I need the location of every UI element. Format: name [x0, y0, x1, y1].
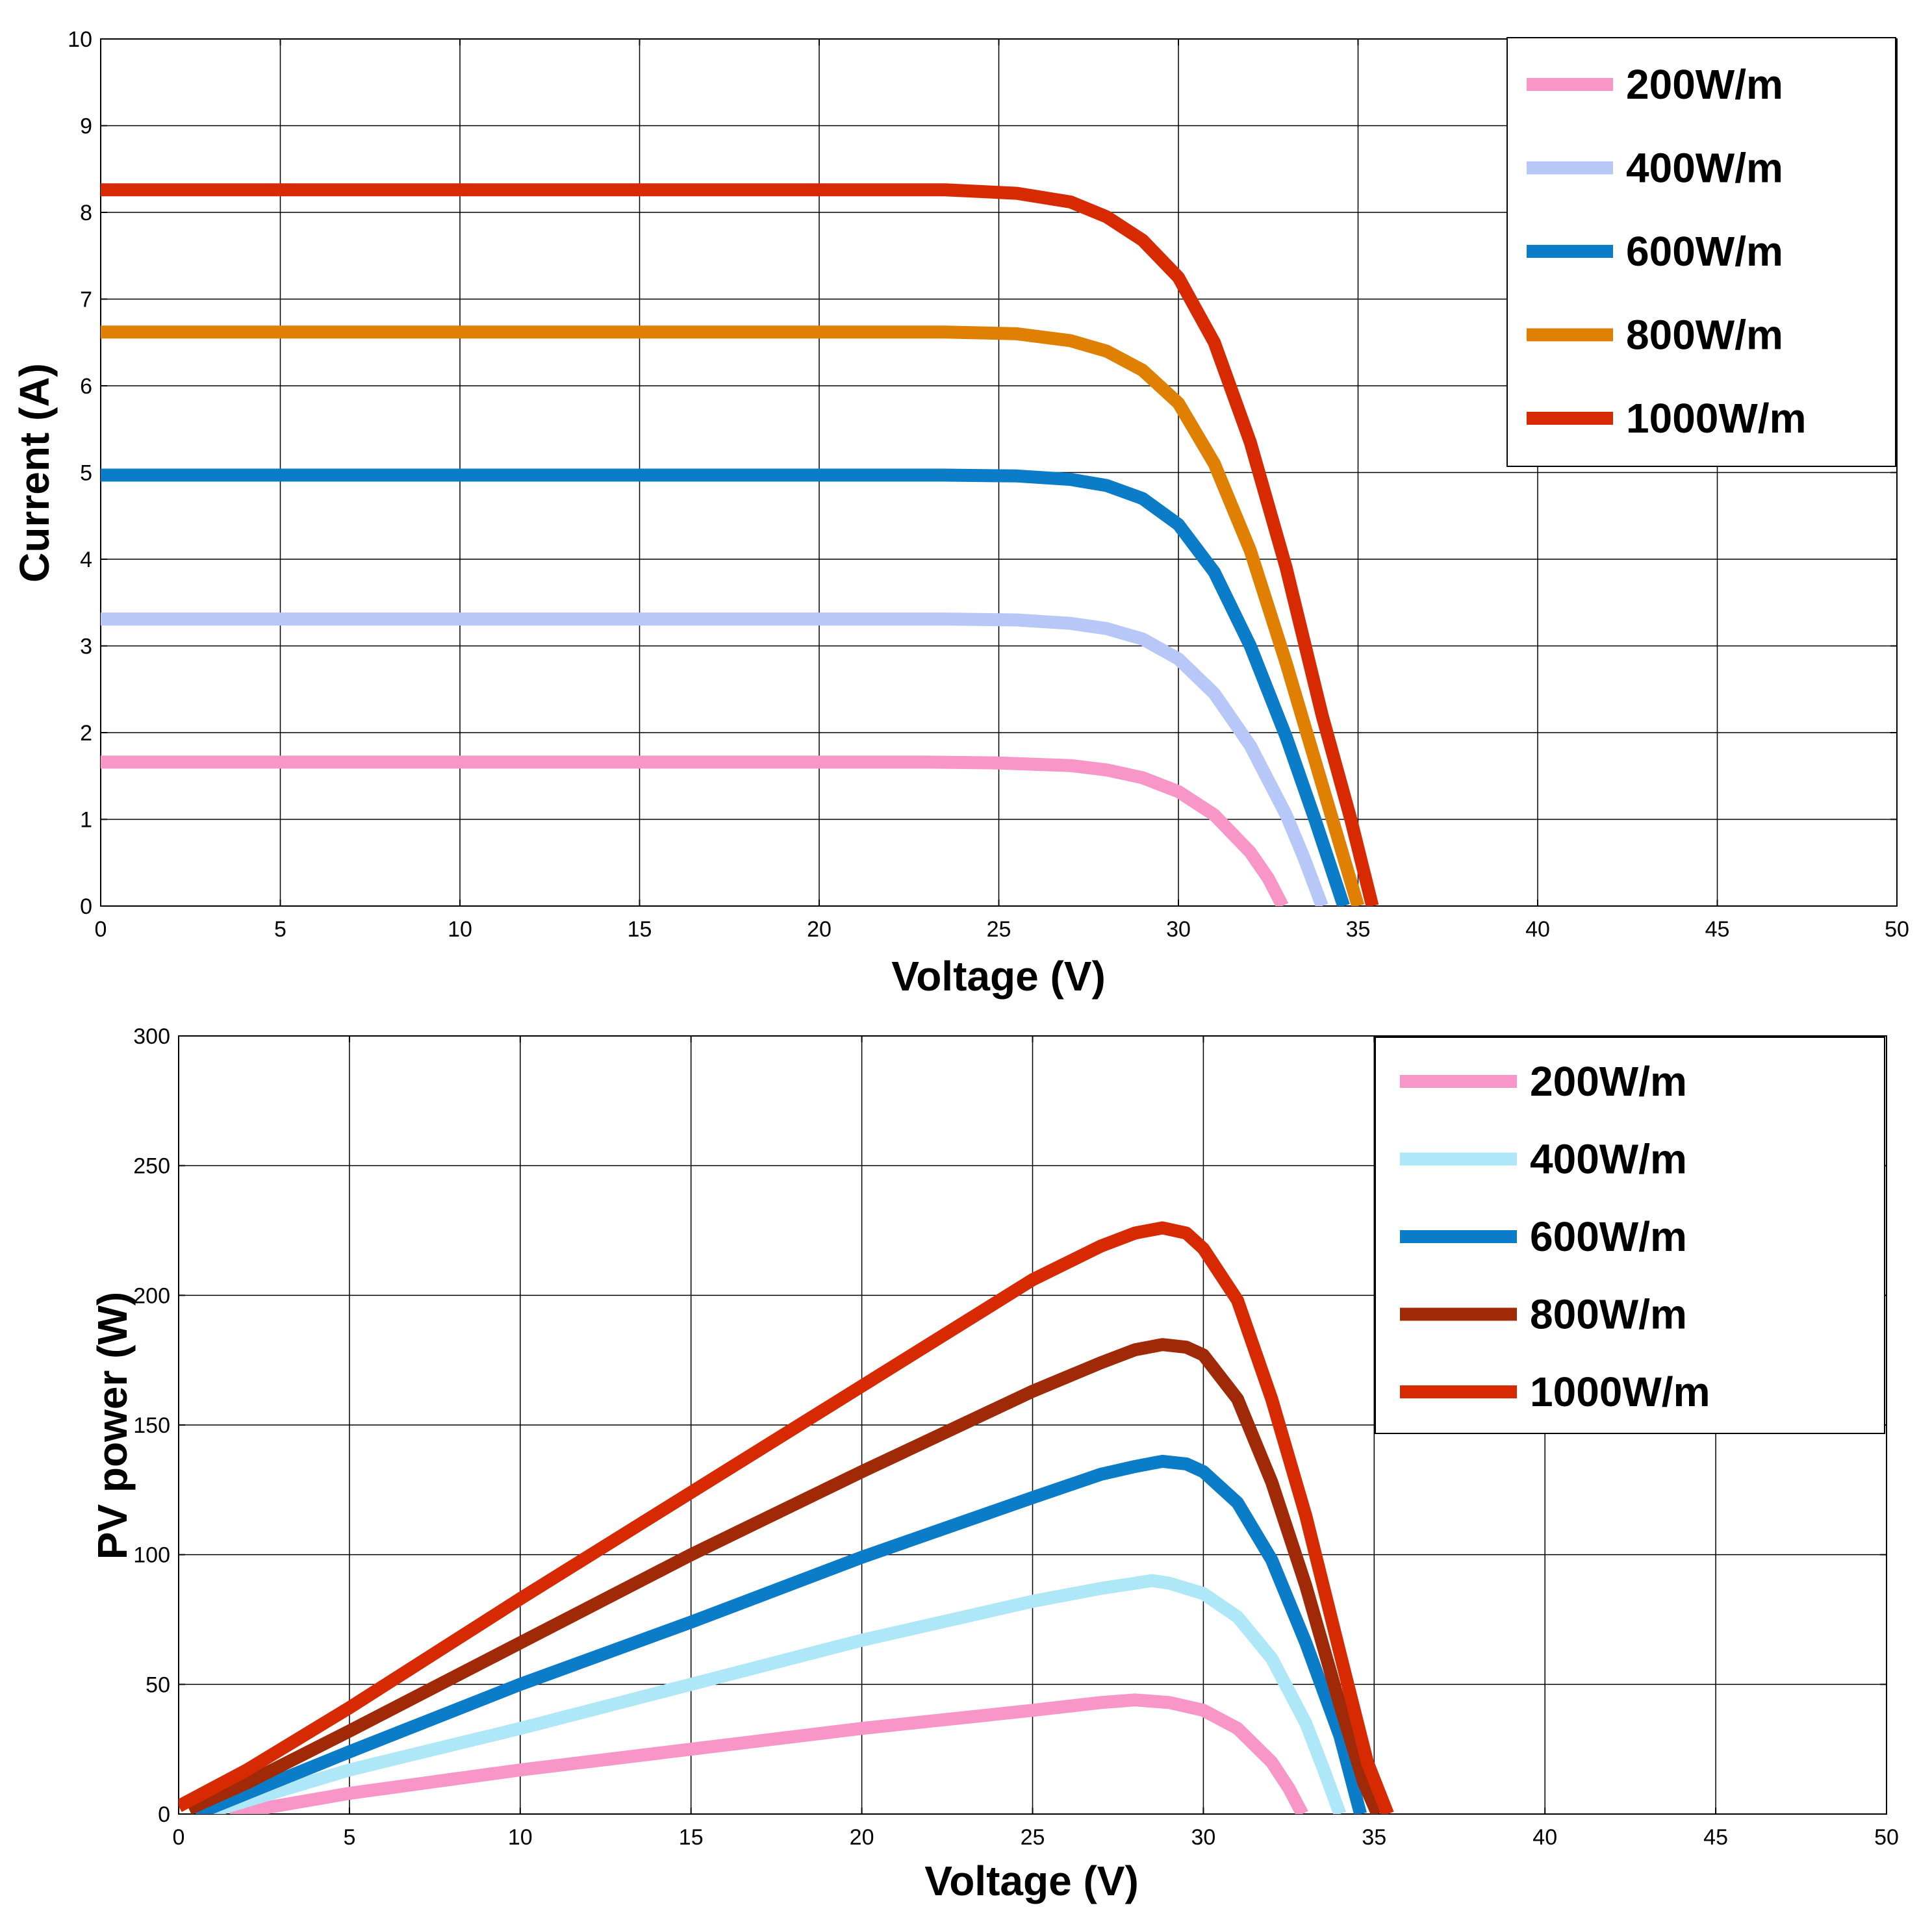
x-tick-label: 25: [987, 917, 1011, 942]
y-tick-label: 300: [133, 1024, 170, 1049]
series-line-400w-m: [101, 612, 1328, 906]
y-tick-label: 150: [133, 1413, 170, 1438]
series-line-400w-m: [200, 1574, 1347, 1814]
y-tick-label: 50: [146, 1672, 170, 1697]
series-line-800w-m: [186, 1338, 1384, 1814]
y-tick-label: 3: [80, 635, 92, 659]
x-tick-label: 40: [1532, 1825, 1557, 1850]
y-axis-title: Current (A): [11, 363, 58, 583]
x-tick-label: 10: [508, 1825, 533, 1850]
x-tick-label: 50: [1874, 1825, 1899, 1850]
legend-label: 600W/m: [1626, 228, 1783, 275]
series-line-1000w-m: [101, 183, 1379, 906]
legend: 200W/m 400W/m 600W/m 800W/m 1000W/m: [1506, 37, 1896, 467]
legend: 200W/m 400W/m 600W/m 800W/m 1000W/m: [1375, 1037, 1885, 1434]
x-tick-label: 30: [1166, 917, 1191, 942]
series-group: [101, 183, 1379, 906]
x-tick-label: 5: [343, 1825, 355, 1850]
x-tick-label: 45: [1703, 1825, 1728, 1850]
legend-label: 1000W/m: [1626, 395, 1806, 442]
series-line-800w-m: [101, 325, 1365, 906]
y-tick-label: 5: [80, 461, 92, 486]
y-tick-label: 4: [80, 548, 92, 572]
legend-label: 600W/m: [1530, 1213, 1687, 1260]
y-tick-label: 6: [80, 374, 92, 399]
x-tick-label: 0: [95, 917, 107, 942]
series-line-200w-m: [229, 1693, 1308, 1814]
x-tick-label: 30: [1191, 1825, 1215, 1850]
x-tick-label: 0: [173, 1825, 185, 1850]
series-group: [179, 1221, 1394, 1814]
legend-label: 400W/m: [1530, 1136, 1687, 1183]
x-tick-label: 5: [274, 917, 286, 942]
legend-label: 1000W/m: [1530, 1368, 1710, 1415]
y-tick-label: 10: [68, 27, 92, 52]
iv-chart: 0 5 10 15 20 25 30 35 40 45 50012345678910Voltage …: [11, 27, 1909, 1000]
x-tick-label: 50: [1885, 917, 1909, 942]
x-tick-label: 35: [1346, 917, 1371, 942]
series-line-600w-m: [101, 468, 1350, 906]
series-line-600w-m: [193, 1454, 1367, 1814]
y-tick-label: 250: [133, 1154, 170, 1179]
y-tick-label: 1: [80, 808, 92, 833]
y-tick-label: 7: [80, 288, 92, 312]
x-tick-label: 20: [807, 917, 832, 942]
x-tick-label: 10: [448, 917, 472, 942]
y-tick-label: 100: [133, 1543, 170, 1568]
series-line-1000w-m: [179, 1221, 1394, 1814]
y-axis-title: PV power (W): [89, 1292, 136, 1559]
y-tick-label: 8: [80, 201, 92, 225]
pv-power-chart: 0 5 10 15 20 25 30 35 40 45 50 0 50 100 150 200 250 300 Vo…: [89, 1024, 1899, 1904]
x-axis-title: Voltage (V): [924, 1858, 1139, 1904]
x-tick-label: 45: [1705, 917, 1730, 942]
legend-label: 400W/m: [1626, 145, 1783, 192]
legend-label: 800W/m: [1626, 312, 1783, 359]
y-tick-label: 200: [133, 1283, 170, 1308]
x-tick-label: 15: [628, 917, 652, 942]
y-tick-label: 0: [80, 894, 92, 919]
x-tick-label: 35: [1362, 1825, 1386, 1850]
legend-label: 800W/m: [1530, 1291, 1687, 1338]
y-tick-label: 9: [80, 114, 92, 139]
legend-label: 200W/m: [1626, 61, 1783, 108]
x-tick-label: 15: [679, 1825, 704, 1850]
y-tick-label: 0: [158, 1802, 170, 1827]
series-line-200w-m: [101, 755, 1289, 906]
legend-label: 200W/m: [1530, 1058, 1687, 1105]
x-tick-label: 25: [1021, 1825, 1045, 1850]
x-tick-label: 20: [850, 1825, 874, 1850]
y-tick-label: 2: [80, 721, 92, 746]
x-axis-title: Voltage (V): [891, 953, 1106, 1000]
x-tick-label: 40: [1525, 917, 1550, 942]
